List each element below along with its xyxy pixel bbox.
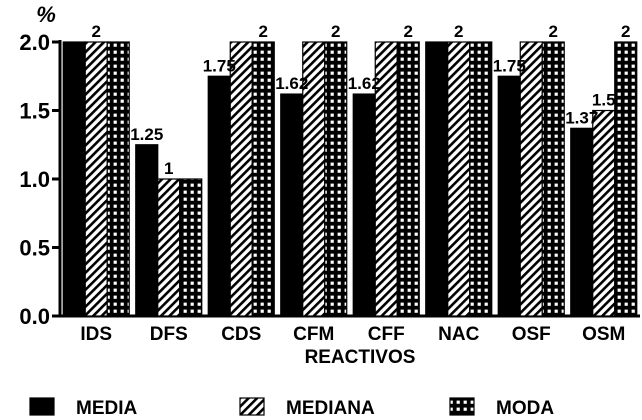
x-tick-label-cds: CDS — [221, 324, 261, 345]
data-label: 1.25 — [130, 125, 163, 144]
bar-moda-osm — [614, 41, 638, 317]
data-labels: 2 1.251 1.75 2 1.62 2 1.62 2 2 1.75 2 1.371.5 2 — [92, 22, 631, 178]
x-tick-label-nac: NAC — [438, 324, 479, 345]
data-label: 1.62 — [275, 74, 308, 93]
data-label: 2 — [259, 22, 268, 41]
bar-media-osm — [570, 127, 594, 317]
x-axis-title: REACTIVOS — [305, 347, 416, 368]
bar-media-nac — [425, 41, 449, 317]
data-label: 1.75 — [493, 56, 526, 75]
data-label: 2 — [331, 22, 340, 41]
y-tick-label: 0.5 — [19, 236, 50, 261]
x-tick-label-ids: IDS — [80, 324, 112, 345]
bar-moda-cfm — [324, 41, 348, 317]
data-label: 2 — [454, 22, 463, 41]
bar-moda-dfs — [179, 178, 203, 317]
legend: MEDIA MEDIANA MODA — [29, 397, 554, 419]
bar-mediana-nac — [447, 41, 471, 317]
legend-label-mediana: MEDIANA — [286, 398, 375, 419]
y-tick-label: 1.0 — [19, 167, 50, 192]
bar-moda-osf — [541, 41, 565, 317]
data-label: 2 — [404, 22, 413, 41]
legend-label-media: MEDIA — [76, 398, 138, 419]
data-label: 1 — [164, 159, 173, 178]
bar-moda-nac — [469, 41, 493, 317]
bar-mediana-osf — [519, 41, 543, 317]
data-label: 1.75 — [203, 56, 236, 75]
legend-swatch-moda — [449, 397, 475, 416]
bar-moda-ids — [106, 41, 130, 317]
data-label: 1.62 — [348, 74, 381, 93]
x-tick-label-cfm: CFM — [293, 324, 334, 345]
data-label: 1.37 — [565, 108, 598, 127]
legend-swatch-mediana — [239, 397, 265, 416]
bar-mediana-dfs — [157, 178, 181, 317]
bar-mediana-ids — [84, 41, 108, 317]
bar-media-dfs — [135, 144, 159, 317]
bar-media-cff — [352, 93, 376, 317]
y-tick-label: 1.5 — [19, 99, 50, 124]
data-label: 2 — [549, 22, 558, 41]
legend-swatch-media — [29, 397, 55, 416]
bar-moda-cds — [251, 41, 275, 317]
bar-media-osf — [497, 75, 521, 317]
x-tick-label-dfs: DFS — [150, 324, 188, 345]
y-tick-label: 2.0 — [19, 30, 50, 55]
y-unit-label: % — [36, 2, 56, 27]
legend-label-moda: MODA — [496, 398, 554, 419]
x-tick-label-osm: OSM — [582, 324, 625, 345]
data-label: 2 — [621, 22, 630, 41]
bar-moda-cff — [396, 41, 420, 317]
bars — [62, 41, 638, 317]
data-label: 1.5 — [592, 91, 616, 110]
bar-mediana-osm — [592, 109, 616, 317]
y-tick-label: 0.0 — [19, 304, 50, 329]
axes: 0.0 0.5 1.0 1.5 2.0% IDS DFS CDS CFM CFF NAC OSF OSM… — [19, 2, 640, 368]
bar-media-ids — [62, 41, 86, 317]
bar-media-cfm — [280, 93, 304, 317]
bar-mediana-cds — [229, 41, 253, 317]
x-tick-label-cff: CFF — [368, 324, 405, 345]
x-tick-label-osf: OSF — [512, 324, 551, 345]
data-label: 2 — [92, 22, 101, 41]
bar-media-cds — [207, 75, 231, 317]
